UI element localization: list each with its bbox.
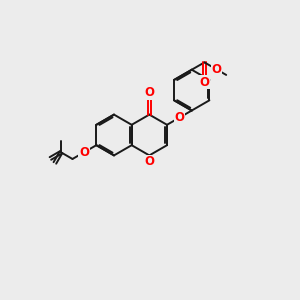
Text: O: O <box>144 86 154 99</box>
Text: O: O <box>200 76 209 88</box>
Text: O: O <box>212 63 221 76</box>
Text: O: O <box>79 146 89 159</box>
Text: O: O <box>174 111 184 124</box>
Text: O: O <box>144 155 154 168</box>
